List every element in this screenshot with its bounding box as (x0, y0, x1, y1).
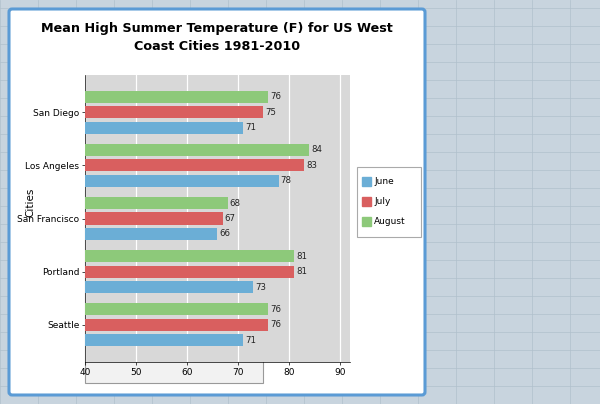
Text: August: August (374, 217, 406, 227)
Text: Format Axis...: Format Axis... (95, 329, 173, 339)
Bar (0, 213, 223, 225)
Text: 66: 66 (220, 229, 230, 238)
Bar (0, 334, 243, 346)
Bar (0, 250, 294, 262)
Text: 67: 67 (224, 214, 236, 223)
Bar (0, 159, 304, 171)
Bar (0, 175, 278, 187)
Bar (0, 319, 268, 331)
Text: Select Data...: Select Data... (95, 255, 172, 265)
Text: Add Minor Gridlines: Add Minor Gridlines (95, 312, 207, 322)
Text: 84: 84 (311, 145, 322, 154)
Text: Add Major Gridlines: Add Major Gridlines (95, 296, 206, 306)
Bar (0, 197, 227, 209)
Bar (0, 90, 268, 103)
Bar (0, 228, 217, 240)
Text: 3-D Rotation...: 3-D Rotation... (95, 271, 178, 281)
Text: Coast Cities 1981-2010: Coast Cities 1981-2010 (134, 40, 300, 53)
Bar (0, 303, 268, 316)
Text: 71: 71 (245, 336, 256, 345)
Text: 71: 71 (245, 123, 256, 132)
Text: 76: 76 (271, 320, 281, 329)
Text: 73: 73 (255, 282, 266, 292)
Text: Change Chart Type...: Change Chart Type... (95, 238, 214, 248)
Text: Reset to Match Style: Reset to Match Style (95, 214, 212, 224)
Text: June: June (374, 177, 394, 187)
Bar (362, 197, 371, 206)
FancyBboxPatch shape (357, 167, 421, 237)
Bar (0, 265, 294, 278)
Text: Cities: Cities (25, 187, 35, 217)
Text: 81: 81 (296, 252, 307, 261)
Text: 81: 81 (296, 267, 307, 276)
Text: 75: 75 (265, 108, 277, 117)
Text: 76: 76 (271, 92, 281, 101)
Bar (362, 217, 371, 226)
Bar (0, 122, 243, 134)
Text: 83: 83 (306, 161, 317, 170)
Text: 76: 76 (271, 305, 281, 314)
Bar (85, 190, 263, 383)
Polygon shape (95, 188, 101, 202)
Bar (362, 177, 371, 186)
Bar (0, 106, 263, 118)
Text: Mean High Summer Temperature (F) for US West: Mean High Summer Temperature (F) for US … (41, 22, 393, 35)
Text: 78: 78 (281, 176, 292, 185)
Text: 68: 68 (230, 199, 241, 208)
Bar (0, 281, 253, 293)
Text: Format Text...: Format Text... (95, 345, 173, 355)
Text: Delete: Delete (95, 197, 133, 207)
Bar (0, 144, 309, 156)
Text: July: July (374, 198, 391, 206)
FancyBboxPatch shape (9, 9, 425, 395)
